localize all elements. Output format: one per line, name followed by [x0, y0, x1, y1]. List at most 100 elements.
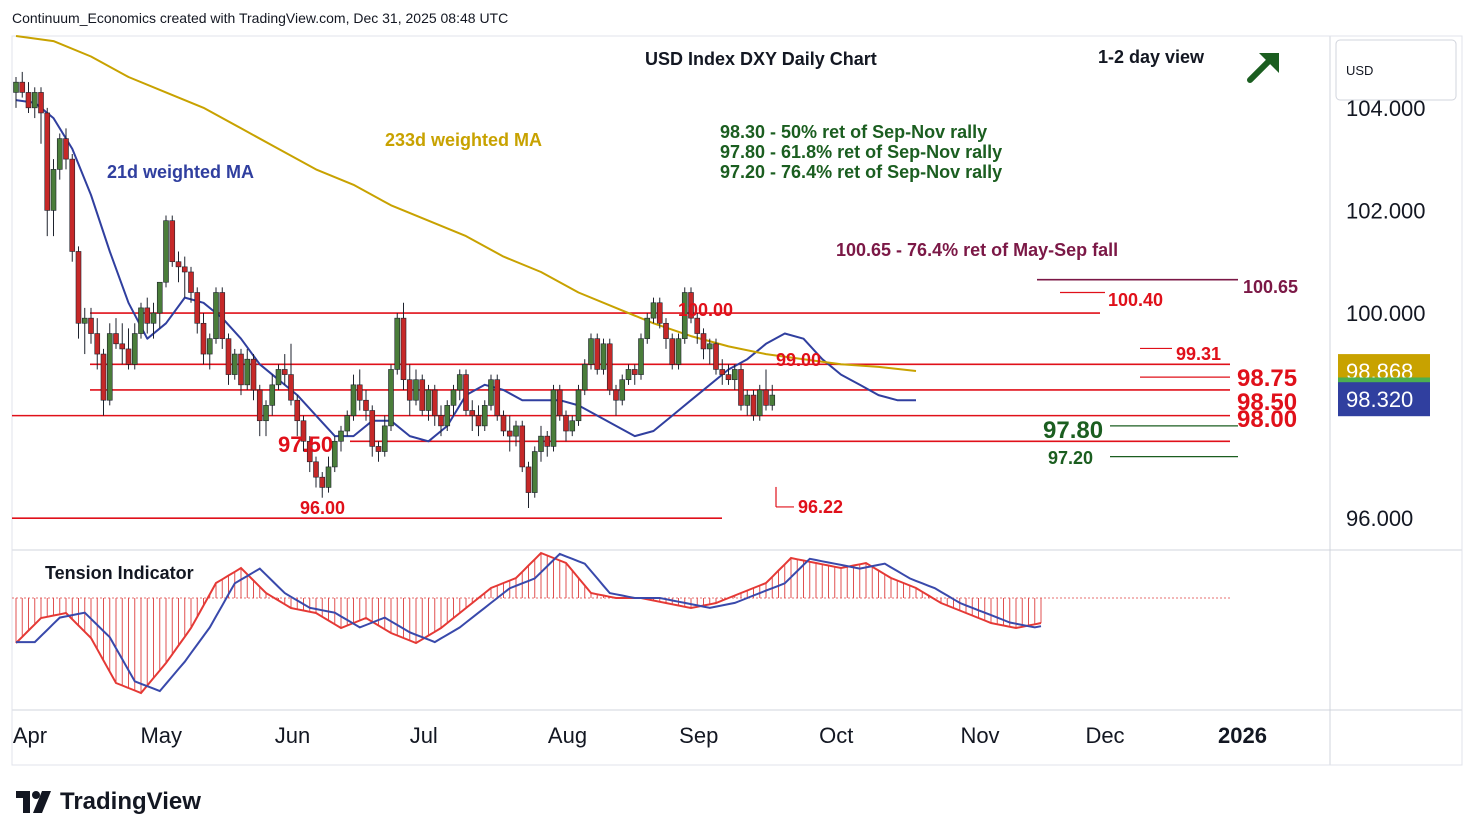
- candle: [513, 420, 519, 447]
- candle: [631, 364, 638, 385]
- candle-down: [238, 353, 244, 386]
- candle: [688, 287, 694, 324]
- candle-up: [388, 369, 394, 427]
- candle: [250, 354, 257, 401]
- candle-up: [206, 338, 213, 355]
- candle-up: [744, 394, 751, 406]
- candle: [431, 384, 438, 426]
- candle-up: [50, 169, 57, 211]
- candle-down: [369, 410, 376, 447]
- candle-down: [88, 317, 94, 334]
- candle: [150, 302, 157, 339]
- candle: [719, 359, 726, 385]
- candle: [475, 405, 482, 437]
- candle-up: [106, 333, 113, 401]
- candle: [363, 389, 369, 421]
- candle: [681, 287, 688, 344]
- candle-down: [300, 420, 307, 442]
- candle: [56, 133, 63, 180]
- candle-up: [150, 312, 157, 324]
- candle: [263, 400, 269, 437]
- candle: [650, 297, 657, 324]
- candle: [31, 87, 38, 119]
- candle: [638, 333, 644, 380]
- candle: [694, 313, 701, 344]
- currency-button[interactable]: [1335, 39, 1457, 101]
- candle: [769, 384, 776, 411]
- level-9875-label: 98.75: [1237, 365, 1297, 392]
- candle: [63, 128, 69, 170]
- tradingview-logo-icon: [16, 791, 51, 813]
- candle: [269, 374, 276, 416]
- candle-down: [500, 415, 507, 432]
- candle-down: [281, 369, 288, 375]
- x-tick-label: Sep: [679, 723, 718, 748]
- candle-down: [100, 353, 107, 401]
- candle: [188, 266, 194, 303]
- candle-up: [600, 343, 607, 370]
- candle-down: [463, 374, 469, 411]
- level-96-label: 96.00: [300, 498, 345, 518]
- candle-up: [325, 466, 332, 488]
- candle: [100, 348, 107, 416]
- candle-up: [531, 451, 538, 493]
- candle-down: [400, 317, 407, 381]
- candle: [131, 323, 138, 370]
- candle: [156, 281, 163, 329]
- candle: [469, 400, 476, 432]
- candle-up: [381, 425, 388, 452]
- tension-slow-line: [16, 552, 1042, 693]
- candle: [275, 364, 282, 390]
- candle-down: [725, 374, 732, 381]
- candle-down: [219, 292, 226, 339]
- candle: [350, 374, 357, 421]
- candle: [494, 374, 501, 421]
- x-tick-label: Oct: [819, 723, 853, 748]
- candle: [175, 251, 182, 283]
- candle-up: [569, 420, 576, 432]
- candle-up: [331, 440, 338, 468]
- candle: [294, 395, 301, 437]
- candle: [113, 318, 119, 349]
- candle-down: [356, 384, 363, 401]
- x-tick-label: Jun: [275, 723, 310, 748]
- candle-up: [756, 389, 763, 416]
- x-tick-label: 2026: [1218, 723, 1267, 748]
- candle-down: [469, 410, 476, 416]
- candle-up: [425, 389, 432, 411]
- y-tick-label: 102.000: [1346, 198, 1426, 223]
- level-99-label: 99.00: [776, 350, 821, 370]
- candle: [219, 287, 226, 349]
- candle: [500, 410, 507, 437]
- level-100-label: 100.00: [678, 300, 733, 320]
- level-10040-label: 100.40: [1108, 290, 1163, 310]
- candle: [413, 369, 419, 406]
- candle-up: [163, 220, 169, 283]
- candle: [756, 384, 763, 421]
- candle: [600, 338, 607, 375]
- level-9850-label: 98.50: [1237, 389, 1297, 416]
- tension-title: Tension Indicator: [45, 563, 194, 583]
- candle: [94, 318, 101, 370]
- candle-up: [81, 317, 88, 324]
- candle: [663, 318, 669, 349]
- candle: [725, 364, 732, 385]
- candle-up: [638, 338, 644, 375]
- candle: [613, 384, 619, 416]
- candle: [125, 328, 132, 370]
- candle: [394, 313, 401, 375]
- candle-up: [538, 435, 544, 452]
- candle-down: [688, 292, 694, 319]
- tradingview-label: TradingView: [60, 788, 201, 815]
- candle: [550, 384, 557, 452]
- candle-down: [506, 430, 513, 437]
- candle-down: [519, 425, 526, 468]
- x-tick-label: Dec: [1085, 723, 1124, 748]
- tradingview-brand[interactable]: TradingView: [14, 788, 201, 816]
- candle-down: [713, 343, 719, 370]
- candle: [606, 338, 613, 396]
- candle-down: [631, 369, 638, 375]
- candle: [425, 384, 432, 421]
- candle-up: [394, 317, 401, 370]
